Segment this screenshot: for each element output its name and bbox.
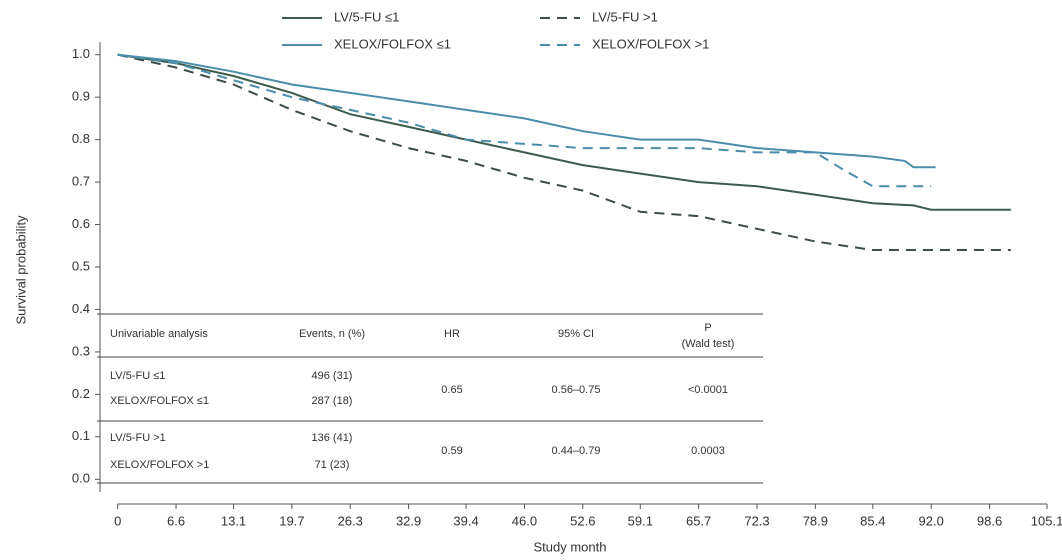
x-tick-label: 78.9 [803, 513, 828, 528]
table-cell: 496 (31) [312, 370, 353, 382]
legend-label: LV/5-FU ≤1 [334, 9, 399, 24]
y-tick-label: 0.3 [72, 343, 90, 358]
x-tick-label: 85.4 [860, 513, 885, 528]
x-axis-label: Study month [534, 539, 607, 554]
y-tick-label: 0.1 [72, 428, 90, 443]
survival-curve [117, 53, 932, 188]
survival-curve [117, 53, 1011, 251]
table-background [97, 314, 763, 484]
x-tick-label: 32.9 [396, 513, 421, 528]
table-cell: 287 (18) [312, 395, 353, 407]
x-tick-label: 72.3 [744, 513, 769, 528]
survival-curve [117, 53, 936, 169]
y-tick-label: 0.5 [72, 258, 90, 273]
survival-curve [117, 53, 1011, 211]
legend-label: LV/5-FU >1 [592, 9, 658, 24]
table-cell: 0.0003 [691, 445, 725, 457]
x-tick-label: 26.3 [338, 513, 363, 528]
x-tick-label: 52.6 [570, 513, 595, 528]
table-cell: XELOX/FOLFOX ≤1 [110, 395, 209, 407]
results-table: Univariable analysis Events, n (%) HR 95% C… [97, 313, 763, 484]
table-header: HR [444, 328, 460, 340]
x-tick-label: 65.7 [686, 513, 711, 528]
y-tick-label: 0.8 [72, 131, 90, 146]
x-tick-label: 46.0 [512, 513, 537, 528]
y-tick-label: 0.4 [72, 301, 90, 316]
table-cell: 0.44–0.79 [552, 445, 601, 457]
table-header: P [704, 322, 711, 334]
legend-label: XELOX/FOLFOX ≤1 [334, 36, 451, 51]
table-header: Univariable analysis [110, 328, 208, 340]
table-header: 95% CI [558, 328, 594, 340]
y-tick-label: 0.2 [72, 386, 90, 401]
x-tick-label: 39.4 [453, 513, 478, 528]
table-cell: 0.59 [441, 445, 462, 457]
table-cell: 0.56–0.75 [552, 384, 601, 396]
x-tick-label: 59.1 [628, 513, 653, 528]
x-tick-label: 0 [114, 513, 121, 528]
table-cell: 136 (41) [312, 432, 353, 444]
y-tick-label: 0.7 [72, 174, 90, 189]
y-tick-label: 0.0 [72, 471, 90, 486]
y-tick-label: 0.6 [72, 216, 90, 231]
table-cell: 0.65 [441, 384, 462, 396]
table-cell: LV/5-FU >1 [110, 432, 166, 444]
table-header: Events, n (%) [299, 328, 365, 340]
x-tick-label: 98.6 [977, 513, 1002, 528]
x-tick-label: 105.1 [1031, 513, 1062, 528]
x-tick-label: 6.6 [167, 513, 185, 528]
table-cell: XELOX/FOLFOX >1 [110, 459, 209, 471]
table-cell: 71 (23) [315, 459, 350, 471]
table-cell: <0.0001 [688, 384, 728, 396]
table-header-note: (Wald test) [682, 338, 735, 350]
x-tick-label: 13.1 [221, 513, 246, 528]
x-tick-label: 19.7 [279, 513, 304, 528]
x-tick-label: 92.0 [919, 513, 944, 528]
y-tick-label: 1.0 [72, 46, 90, 61]
y-tick-label: 0.9 [72, 89, 90, 104]
legend-label: XELOX/FOLFOX >1 [592, 36, 709, 51]
y-axis-label: Survival probability [13, 215, 28, 325]
table-cell: LV/5-FU ≤1 [110, 370, 165, 382]
